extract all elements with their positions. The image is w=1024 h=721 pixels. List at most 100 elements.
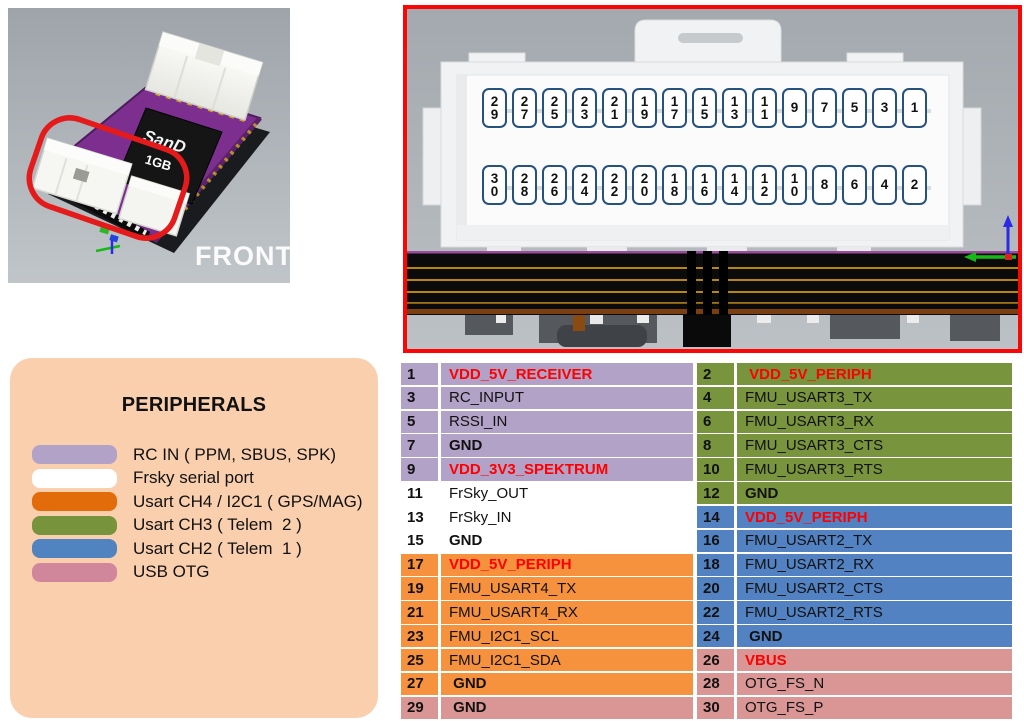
legend-item: Usart CH3 ( Telem 2 ) [10,515,378,535]
pin-label: FMU_USART4_TX [441,577,693,600]
pin-box: 9 [782,88,807,128]
table-row: 9 VDD_3V3_SPEKTRUM [401,458,693,481]
pin-box: 2 [902,165,927,205]
table-row: 24 GND [697,625,1012,648]
table-row: 28 OTG_FS_N [697,672,1012,695]
pin-box: 24 [572,165,597,205]
table-row: 2 VDD_5V_PERIPH [697,363,1012,386]
pin-label: OTG_FS_P [737,696,1012,719]
pin-box: 30 [482,165,507,205]
legend-label: Usart CH4 / I2C1 ( GPS/MAG) [133,491,363,511]
legend-item: USB OTG [10,562,378,582]
axis-green [95,244,121,253]
pin-number: 13 [401,505,438,529]
pin-box: 28 [512,165,537,205]
pin-number: 3 [401,386,438,410]
pin-label: VBUS [737,648,1012,672]
table-row: 25 FMU_I2C1_SDA [401,648,693,672]
table-row: 14 VDD_5V_PERIPH [697,505,1012,529]
pin-label: FMU_USART3_TX [737,386,1012,410]
pin-box: 7 [812,88,837,128]
pin-box: 29 [482,88,507,128]
board-front-view: SanD 1GB [8,8,292,283]
pin-box: 4 [872,165,897,205]
pin-number: 24 [697,625,734,648]
pin-box: 3 [872,88,897,128]
pin-box: 13 [722,88,747,128]
table-row: 17 VDD_5V_PERIPH [401,553,693,576]
sd-card-capacity: 1GB [143,152,173,174]
pin-number: 8 [697,434,734,457]
pin-label: VDD_5V_PERIPH [737,505,1012,529]
pin-number: 4 [697,386,734,410]
pin-number: 28 [697,672,734,695]
pin-label: GND [441,434,693,457]
pin-label: FMU_USART3_RTS [737,458,1012,481]
table-row: 30 OTG_FS_P [697,696,1012,719]
pin-number: 30 [697,696,734,719]
pin-label: RSSI_IN [441,410,693,433]
pinout-table: 1 VDD_5V_RECEIVER 3 RC_INPUT 5 RSSI_IN 7… [401,363,1012,720]
pin-box: 8 [812,165,837,205]
pin-box: 14 [722,165,747,205]
pin-number: 17 [401,553,438,576]
pin-box: 27 [512,88,537,128]
legend-swatch-usart3 [32,515,117,535]
pin-number: 16 [697,529,734,553]
legend-item: Frsky serial port [10,468,378,488]
table-row: 16 FMU_USART2_TX [697,529,1012,553]
pin-label: FMU_USART4_RX [441,601,693,624]
pin-number: 25 [401,648,438,672]
table-row: 27 GND [401,672,693,695]
table-row: 15 GND [401,529,693,553]
pin-box: 25 [542,88,567,128]
pin-box: 26 [542,165,567,205]
pin-number: 26 [697,648,734,672]
table-row: 1 VDD_5V_RECEIVER [401,363,693,386]
legend-swatch-frsky [32,468,117,488]
table-row: 18 FMU_USART2_RX [697,553,1012,576]
pin-box: 20 [632,165,657,205]
table-row: 23 FMU_I2C1_SCL [401,625,693,648]
legend-label: Usart CH2 ( Telem 1 ) [133,538,302,558]
board-3d-art: SanD 1GB [8,8,292,283]
pin-label: VDD_5V_PERIPH [441,553,693,576]
latch-slot [678,33,743,43]
pinout-table-even-pins: 2 VDD_5V_PERIPH 4 FMU_USART3_TX 6 FMU_US… [697,363,1012,720]
legend-swatch-usart2 [32,539,117,559]
table-row: 12 GND [697,482,1012,505]
legend-label: Usart CH3 ( Telem 2 ) [133,515,302,535]
peripherals-legend: PERIPHERALS RC IN ( PPM, SBUS, SPK) Frsk… [10,358,378,718]
table-row: 11 FrSky_OUT [401,482,693,505]
pin-box: 10 [782,165,807,205]
legend-label: USB OTG [133,562,210,582]
pin-box: 18 [662,165,687,205]
pin-box: 23 [572,88,597,128]
highlight-outline [26,115,190,241]
table-row: 22 FMU_USART2_RTS [697,601,1012,624]
pin-label: FMU_USART3_CTS [737,434,1012,457]
pin-number-row-top: 29 27 25 23 21 19 17 15 13 11 9 7 5 3 1 [482,88,927,128]
pin-number: 12 [697,482,734,505]
pin-box: 6 [842,165,867,205]
pin-number: 19 [401,577,438,600]
pin-label: FrSky_IN [441,505,693,529]
pin-number: 10 [697,458,734,481]
pin-number: 6 [697,410,734,433]
table-row: 20 FMU_USART2_CTS [697,577,1012,600]
front-connector-large [31,137,133,215]
pin-box: 17 [662,88,687,128]
pin-number: 22 [697,601,734,624]
connector-pin-map: 29 27 25 23 21 19 17 15 13 11 9 7 5 3 1 … [403,5,1022,353]
pin-label: GND [441,696,693,719]
pin-label: FMU_USART2_TX [737,529,1012,553]
table-row: 5 RSSI_IN [401,410,693,433]
pin-label: RC_INPUT [441,386,693,410]
pinout-table-odd-pins: 1 VDD_5V_RECEIVER 3 RC_INPUT 5 RSSI_IN 7… [401,363,693,720]
pin-box: 5 [842,88,867,128]
pin-number-row-bottom: 30 28 26 24 22 20 18 16 14 12 10 8 6 4 2 [482,165,927,205]
table-row: 21 FMU_USART4_RX [401,601,693,624]
legend-item: Usart CH2 ( Telem 1 ) [10,538,378,559]
pin-number: 2 [697,363,734,386]
pin-label: GND [441,529,693,553]
